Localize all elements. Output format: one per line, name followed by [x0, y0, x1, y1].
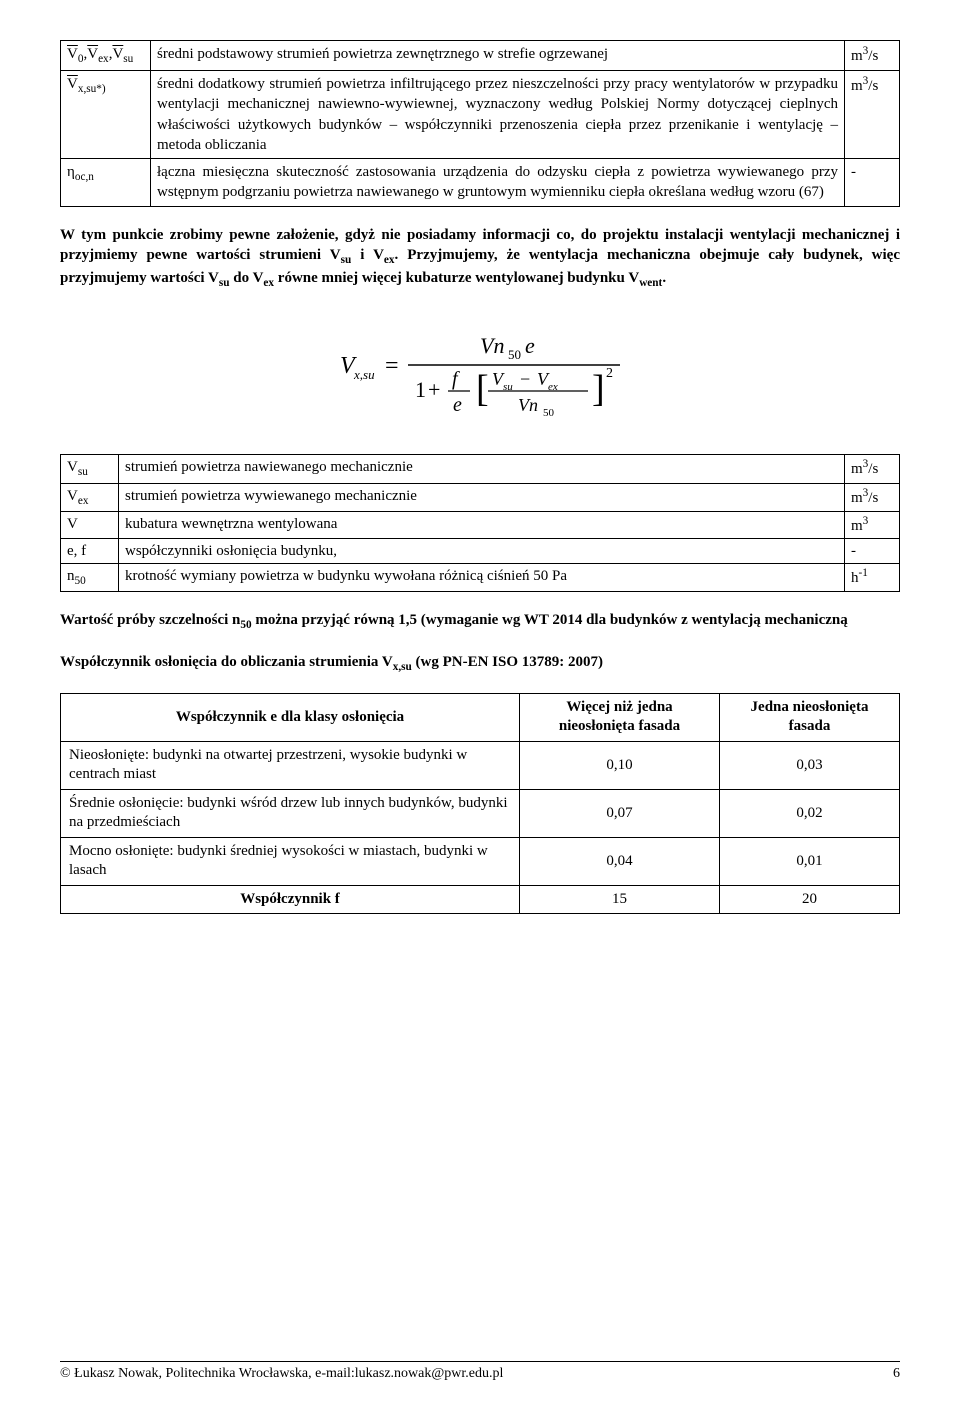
table-row: V0,Vex,Vsuśredni podstawowy strumień pow…	[61, 41, 900, 71]
table-row: Vexstrumień powietrza wywiewanego mechan…	[61, 483, 900, 511]
svg-text:+: +	[428, 377, 440, 402]
svg-text:−: −	[520, 369, 530, 389]
svg-text:50: 50	[543, 407, 555, 419]
table-row: Nieosłonięte: budynki na otwartej przest…	[61, 741, 900, 789]
svg-text:x,su: x,su	[353, 367, 375, 382]
table-row: ηoc,nłączna miesięczna skuteczność zasto…	[61, 159, 900, 207]
svg-text:=: =	[385, 353, 399, 379]
variables-table: Vsustrumień powietrza nawiewanego mechan…	[60, 454, 900, 592]
page-number: 6	[893, 1366, 900, 1382]
paragraph-assumption: W tym punkcie zrobimy pewne założenie, g…	[60, 225, 900, 292]
definitions-table: V0,Vex,Vsuśredni podstawowy strumień pow…	[60, 40, 900, 207]
paragraph-shielding-title: Współczynnik osłonięcia do obliczania st…	[60, 652, 900, 675]
svg-text:e: e	[453, 394, 462, 416]
svg-text:1: 1	[415, 377, 426, 402]
table-row: Vkubatura wewnętrzna wentylowanam3	[61, 511, 900, 538]
svg-text:e: e	[525, 333, 535, 358]
coef-header-more: Więcej niż jedna nieosłonięta fasada	[520, 693, 720, 741]
svg-text:50: 50	[508, 347, 521, 362]
coefficient-table: Współczynnik e dla klasy osłonięcia Więc…	[60, 693, 900, 915]
table-row: Średnie osłonięcie: budynki wśród drzew …	[61, 789, 900, 837]
svg-text:]: ]	[592, 368, 605, 410]
table-row: Vsustrumień powietrza nawiewanego mechan…	[61, 455, 900, 483]
table-row: Mocno osłonięte: budynki średniej wysoko…	[61, 837, 900, 885]
svg-text:2: 2	[606, 366, 613, 381]
svg-text:Vn: Vn	[480, 333, 504, 358]
footer-author: © Łukasz Nowak, Politechnika Wrocławska,…	[60, 1366, 503, 1382]
coef-header-one: Jedna nieosłonięta fasada	[720, 693, 900, 741]
paragraph-n50: Wartość próby szczelności n50 można przy…	[60, 610, 900, 633]
page-footer: © Łukasz Nowak, Politechnika Wrocławska,…	[60, 1361, 900, 1382]
table-row: n50krotność wymiany powietrza w budynku …	[61, 564, 900, 592]
table-row: e, fwspółczynniki osłonięcia budynku,-	[61, 538, 900, 563]
table-row-f: Współczynnik f1520	[61, 885, 900, 914]
coef-header-e: Współczynnik e dla klasy osłonięcia	[61, 693, 520, 741]
svg-text:Vn: Vn	[518, 395, 538, 415]
formula-vxsu: V x,su = Vn 50 e 1 + f e [ ] 2 V su − V …	[60, 313, 900, 428]
svg-text:f: f	[452, 368, 460, 390]
svg-text:[: [	[476, 368, 489, 410]
table-row: Vx,su*)średni dodatkowy strumień powietr…	[61, 71, 900, 159]
